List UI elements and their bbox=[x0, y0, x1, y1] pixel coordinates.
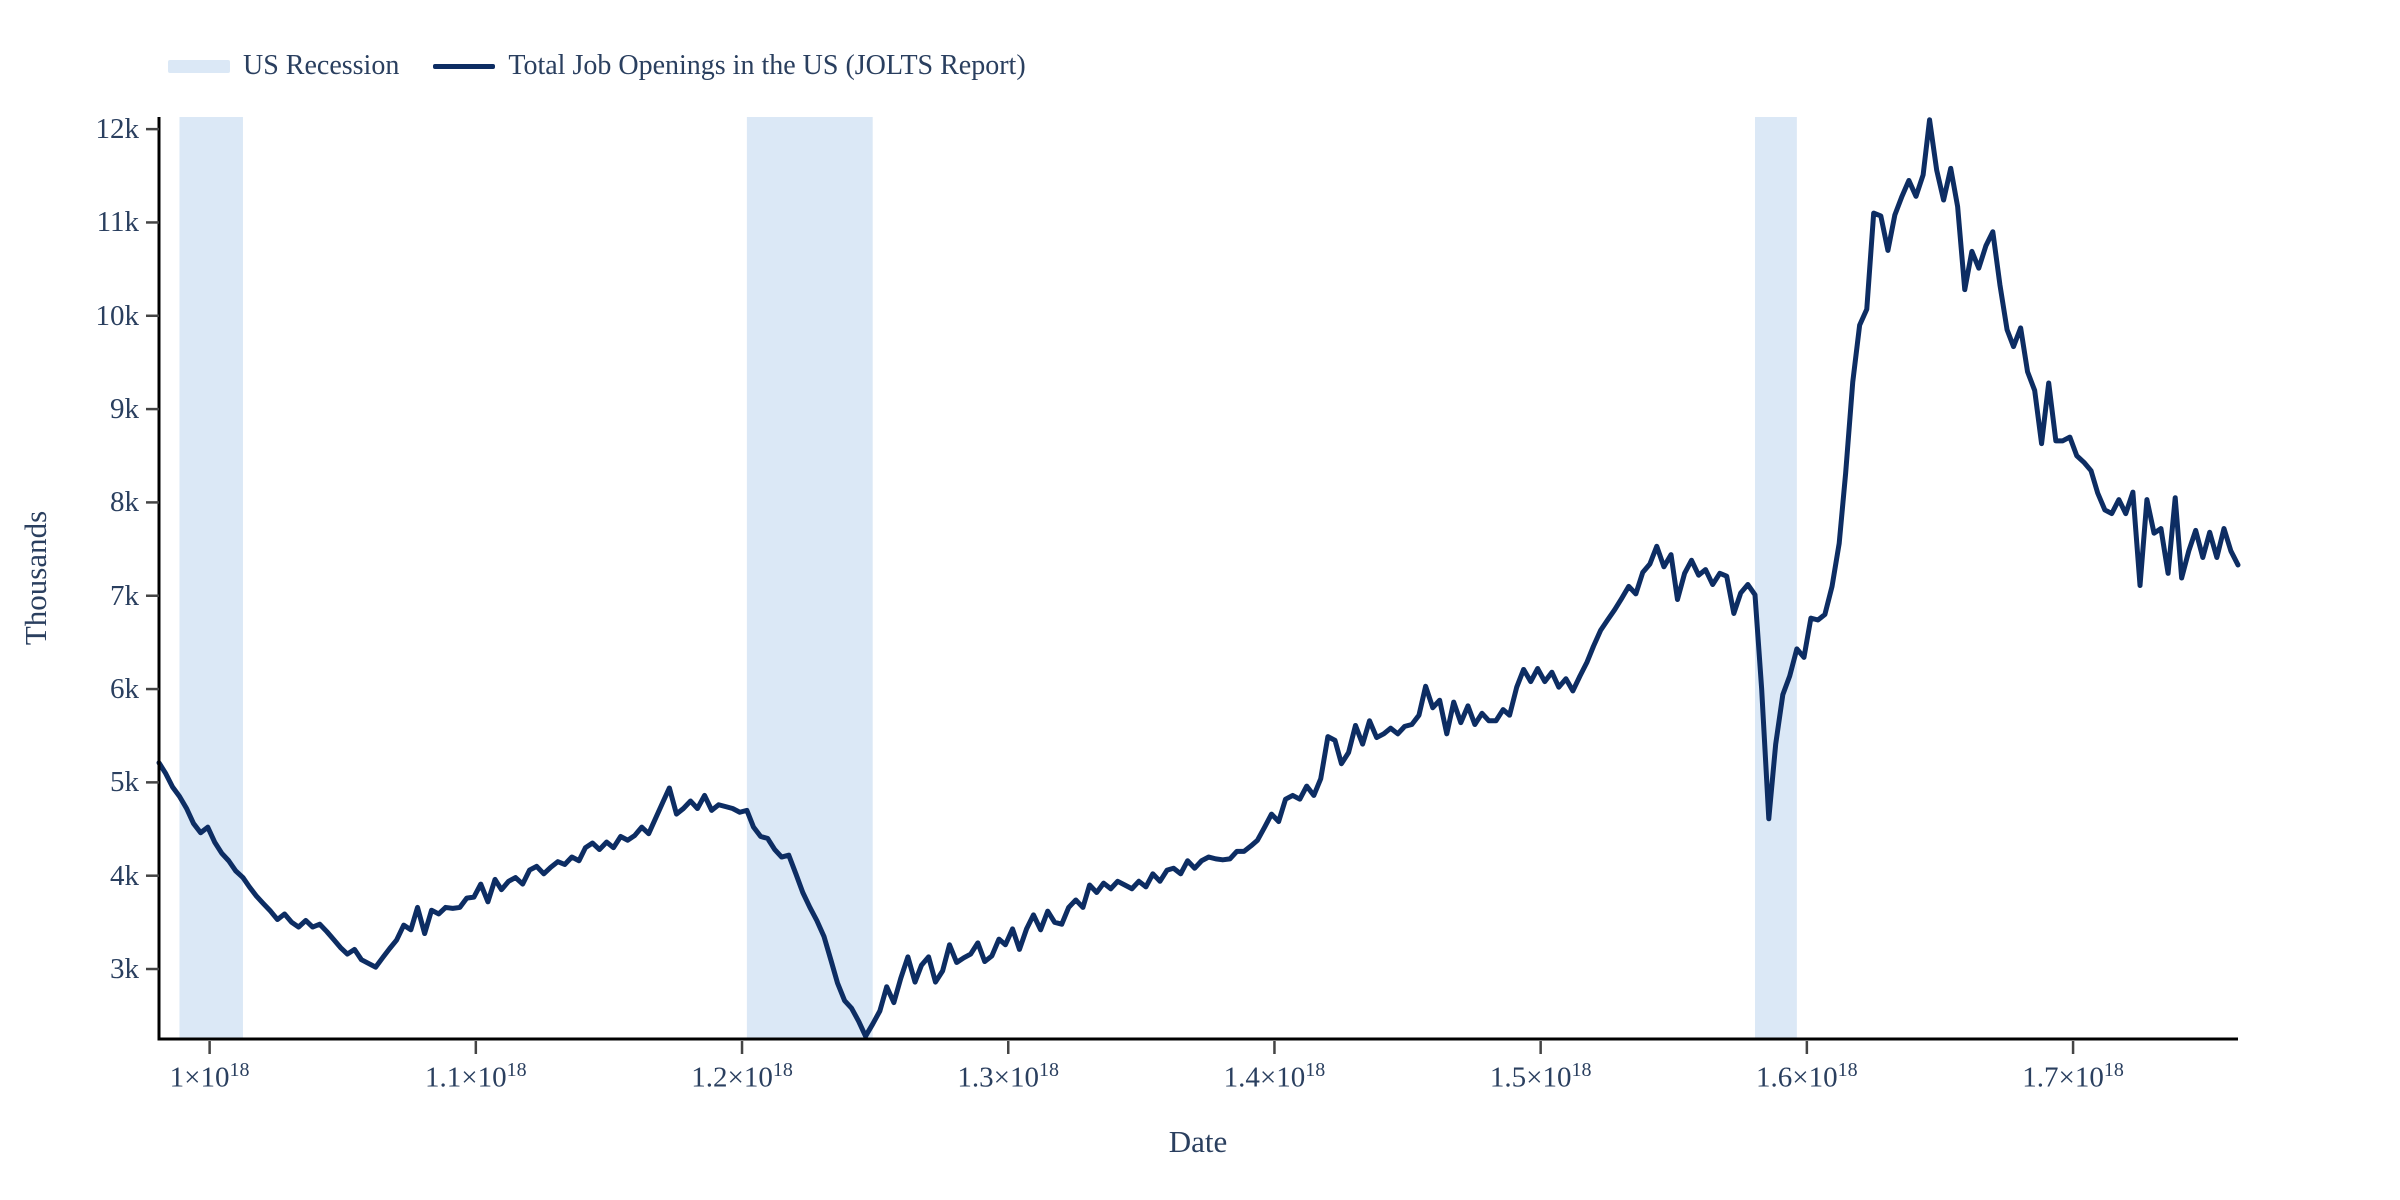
legend-label: US Recession bbox=[243, 50, 400, 81]
x-tick-label: 1.2×1018 bbox=[691, 1059, 793, 1094]
y-tick-label: 5k bbox=[110, 766, 139, 799]
x-tick-label: 1.4×1018 bbox=[1223, 1059, 1326, 1094]
legend-label: Total Job Openings in the US (JOLTS Repo… bbox=[508, 50, 1026, 81]
line-swatch-icon bbox=[433, 63, 496, 69]
legend-item-job-openings[interactable]: Total Job Openings in the US (JOLTS Repo… bbox=[433, 48, 1026, 84]
y-tick-label: 8k bbox=[110, 486, 139, 519]
series-line-job-openings bbox=[156, 117, 2241, 1039]
recession-band bbox=[179, 117, 243, 1039]
x-tick-label: 1.7×1018 bbox=[2022, 1059, 2124, 1094]
recession-band bbox=[1754, 117, 1797, 1039]
y-tick-label: 9k bbox=[110, 393, 139, 426]
x-tick-label: 1×1018 bbox=[169, 1059, 250, 1094]
y-tick-label: 7k bbox=[110, 579, 139, 612]
x-axis-title: Date bbox=[1168, 1124, 1228, 1159]
x-tick-label: 1.6×1018 bbox=[1756, 1059, 1858, 1094]
legend-item-us-recession[interactable]: US Recession bbox=[168, 48, 399, 84]
recession-band-swatch-icon bbox=[168, 59, 230, 73]
y-tick-label: 12k bbox=[95, 113, 140, 146]
x-tick-label: 1.1×1018 bbox=[425, 1059, 527, 1094]
y-axis-title: Thousands bbox=[18, 510, 53, 646]
y-tick-label: 10k bbox=[95, 299, 140, 332]
y-tick-label: 4k bbox=[110, 859, 139, 892]
y-tick-label: 3k bbox=[110, 953, 139, 985]
recession-band bbox=[746, 117, 873, 1039]
legend: US Recession Total Job Openings in the U… bbox=[168, 48, 1026, 84]
y-tick-label: 6k bbox=[110, 673, 139, 706]
y-tick-label: 11k bbox=[96, 206, 139, 239]
x-tick-label: 1.3×1018 bbox=[957, 1059, 1060, 1094]
x-tick-label: 1.5×1018 bbox=[1489, 1059, 1592, 1094]
